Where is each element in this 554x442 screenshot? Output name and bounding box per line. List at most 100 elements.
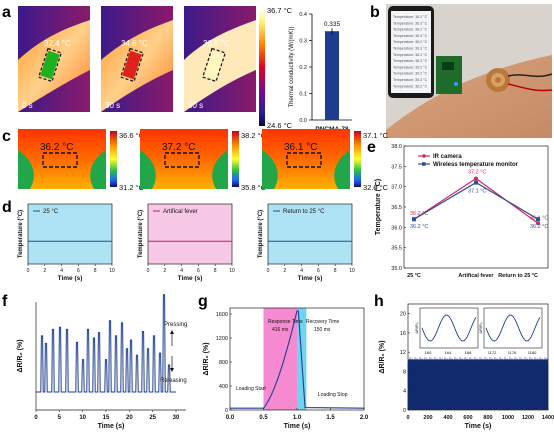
- bar-ylabel: Thermal conductivity (W/(mK)): [289, 26, 295, 107]
- y-tick-label: 36.0: [391, 225, 402, 231]
- color-scale-c: [354, 131, 361, 187]
- scale-c-min: 31.2 °C: [119, 183, 145, 192]
- inset-trace: [421, 314, 477, 342]
- x-tick-label: 6: [317, 268, 320, 274]
- y-tick-label: 35.0: [391, 266, 402, 272]
- inset-y-label: ΔR/R₀: [414, 322, 419, 334]
- y-tick-label: 1600: [216, 312, 228, 318]
- releasing-annotation: Releasing: [160, 378, 187, 384]
- x-tick-label: 0: [147, 268, 150, 274]
- temperature-plot-1: [27, 203, 113, 265]
- temperature-plot-2: [147, 203, 233, 265]
- y-axis-label: Temperature (°C): [18, 210, 24, 258]
- thermal-time-2: 30 s: [105, 101, 120, 110]
- scale-c-max: 38.2 °C: [241, 131, 267, 140]
- x-tick-label: 0: [406, 415, 409, 421]
- x-axis-label: Time (s): [284, 423, 311, 430]
- bar-pncma-78: [325, 31, 339, 121]
- panel-f: f 0 5 10 15 20 25 30 Time (s) ΔR/R₀ (%) Pressing R…: [2, 293, 187, 430]
- inset-x-tick-label: 164: [445, 350, 452, 355]
- inset-y-label: ΔR/R₀: [478, 322, 483, 334]
- phone-reading-line: Temperature: 36.2 °C: [393, 15, 428, 19]
- x-tick-label: 8: [214, 268, 217, 274]
- bar-y-tick-label: 0.4: [299, 12, 307, 18]
- thermal-frame-1: 32.4 °C 0 s: [18, 6, 90, 112]
- legend-marker: [422, 162, 426, 166]
- x-tick-label: 6: [77, 268, 80, 274]
- thermal-conductivity-chart: 0.40.30.20.10.0 0.335 PNCMA-78 Thermal c…: [289, 12, 352, 133]
- panel-letter-c: c: [2, 128, 11, 145]
- panel-letter-f: f: [2, 293, 8, 310]
- inset-plot-2: [483, 307, 543, 349]
- inset-x-tick-label: 1172: [488, 350, 497, 355]
- panel-e: e 38.0 37.5 37.0 36.5 36.0 35.5 35.0 Temperatur…: [367, 139, 548, 279]
- y-tick-label: 20: [400, 312, 406, 318]
- data-point: [412, 217, 416, 222]
- x-tick-label: 800: [483, 415, 492, 421]
- phone-reading-line: Temperature: 36.3 °C: [393, 47, 428, 51]
- x-tick-label: 4: [60, 268, 63, 274]
- temperature-plot-3: [267, 203, 353, 265]
- inset-plot-1: [419, 307, 479, 349]
- thermal-temp-2: 34.6 °C: [121, 39, 148, 48]
- scale-c-min: 35.8 °C: [241, 183, 267, 192]
- point-label: 36.2 °C: [410, 211, 428, 217]
- point-label: 36.2 °C: [530, 224, 548, 230]
- color-scale-c: [232, 131, 239, 187]
- y-tick-label: 37.5: [391, 164, 402, 170]
- bar-value-label: 0.335: [324, 21, 341, 28]
- inset-x-tick-label: 168: [465, 350, 472, 355]
- response-time-value: 416 ms: [272, 327, 289, 333]
- x-tick-label: 1400: [542, 415, 554, 421]
- loading-start-label: Loading Start: [236, 386, 266, 392]
- y-tick-label: 37.0: [391, 185, 402, 191]
- cyclic-signal-trace: [407, 357, 549, 410]
- phone: Temperature: 36.2 °C Temperature: 36.3 °C…: [388, 6, 434, 98]
- phone-reading-line: Temperature: 36.2 °C: [393, 28, 428, 32]
- body-temp-label: 36.2 °C: [40, 142, 73, 153]
- body-edge-right: [212, 150, 228, 189]
- x-tick-label: 600: [463, 415, 472, 421]
- phone-reading-line: Temperature: 36.2 °C: [393, 84, 428, 88]
- x-tick-label: 200: [423, 415, 432, 421]
- body-edge-left: [140, 150, 156, 189]
- x-tick-label: 10: [79, 415, 86, 421]
- x-tick-label: 25: [149, 415, 156, 421]
- panel-letter-b: b: [370, 4, 380, 21]
- x-tick-label: Artifical fever: [458, 273, 494, 279]
- panel-letter-d: d: [2, 199, 12, 216]
- y-tick-label: 8: [403, 369, 406, 375]
- x-tick-label: 8: [334, 268, 337, 274]
- x-tick-label: 4: [300, 268, 303, 274]
- bar-y-tick-label: 0.0: [299, 118, 307, 124]
- scale-c-min: 32.0 °C: [363, 183, 389, 192]
- x-tick-label: 0: [267, 268, 270, 274]
- x-tick-label: Return to 25 °C: [498, 273, 538, 279]
- color-scale-c: [110, 131, 117, 187]
- series-line-1: [413, 177, 539, 224]
- x-axis-label: Time (s): [178, 275, 203, 282]
- phone-reading-line: Temperature: 36.2 °C: [393, 53, 428, 57]
- y-tick-label: 800: [219, 360, 228, 366]
- x-axis-label: Time (s): [58, 275, 83, 282]
- panel-letter-g: g: [198, 293, 208, 310]
- x-tick-label: 400: [443, 415, 452, 421]
- bar-y-tick-label: 0.1: [299, 92, 307, 98]
- phone-reading-line: Temperature: 36.3 °C: [393, 59, 428, 63]
- x-tick-label: 6: [197, 268, 200, 274]
- x-tick-label: 25 °C: [407, 273, 421, 279]
- x-tick-label: 4: [180, 268, 183, 274]
- legend-label: IR camera: [433, 154, 462, 160]
- x-tick-label: 1200: [522, 415, 534, 421]
- scale-a-max: 36.7 °C: [267, 6, 293, 15]
- x-tick-label: 5: [58, 415, 62, 421]
- response-time-label: Response Time: [268, 319, 303, 325]
- scale-c-max: 36.6 °C: [119, 131, 145, 140]
- x-tick-label: 30: [173, 415, 180, 421]
- legend-label: Wireless temperature monitor: [433, 162, 519, 168]
- x-tick-label: 0: [34, 415, 38, 421]
- x-tick-label: 1.5: [326, 415, 335, 421]
- x-axis-label: Time (s): [298, 275, 323, 282]
- scale-a-min: 24.6 °C: [267, 121, 293, 130]
- pressing-annotation: Pressing: [164, 322, 187, 328]
